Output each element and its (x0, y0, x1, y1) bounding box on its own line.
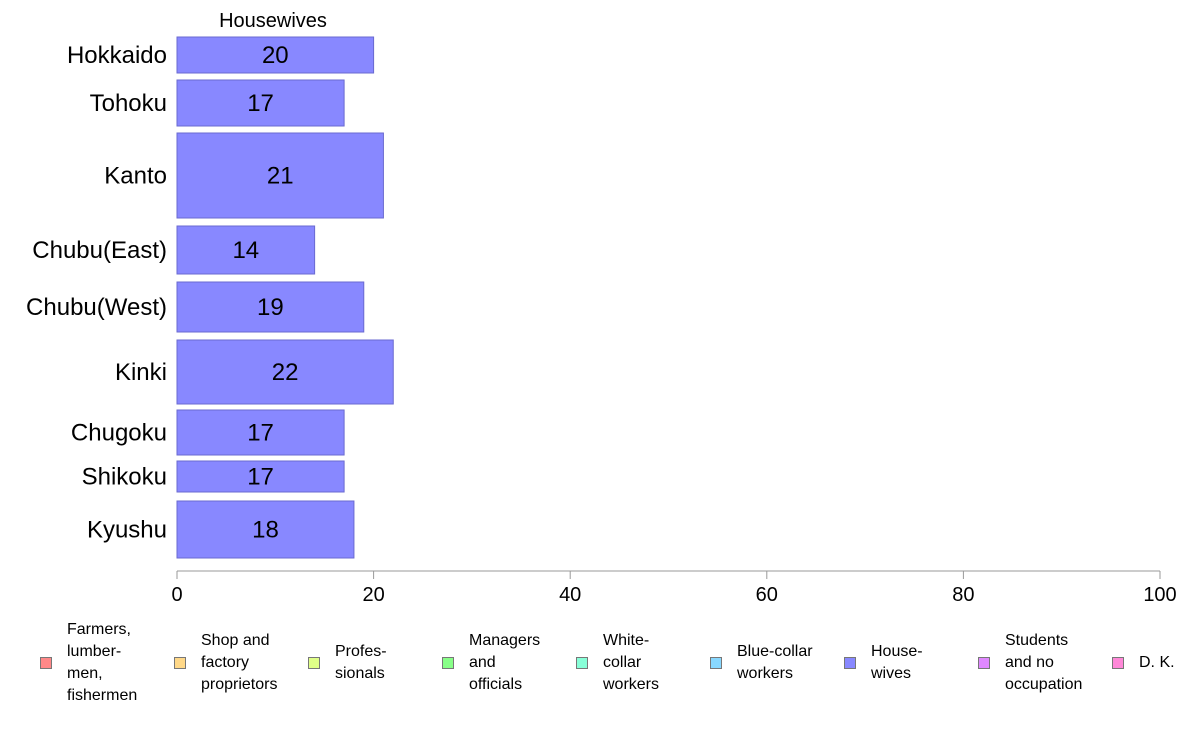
bar-kanto (176, 132, 384, 219)
value-label: 22 (272, 359, 299, 386)
legend-label: Shop and factory proprietors (201, 632, 278, 693)
category-label: Hokkaido (67, 42, 167, 69)
bar-hokkaido (176, 36, 375, 74)
legend-swatch (978, 657, 990, 669)
x-tick-label: 0 (171, 584, 182, 606)
legend-label: House- wives (871, 643, 923, 682)
bars-group: Hokkaido 20 Tohoku 17 Kanto 21 Chubu(East) 14 Ch… (26, 36, 394, 559)
legend-label: Managers and officials (469, 632, 541, 693)
legend-label: Blue-collar workers (737, 643, 813, 682)
category-label: Chubu(East) (32, 237, 167, 264)
legend-swatch (710, 657, 722, 669)
value-label: 19 (257, 294, 284, 321)
x-axis: 0 20 40 60 80 100 (171, 570, 1177, 606)
legend-item: Farmers, lumber- men, fishermen (40, 618, 137, 708)
value-label: 20 (262, 42, 289, 69)
chart-title: Housewives (219, 10, 327, 32)
legend-item: Managers and officials (442, 618, 540, 708)
legend: Farmers, lumber- men, fishermen Shop and … (0, 618, 1188, 728)
category-label: Shikoku (82, 464, 167, 491)
category-label: Chubu(West) (26, 294, 167, 321)
category-label: Chugoku (71, 420, 167, 447)
bar-tohoku (176, 79, 345, 127)
bar-chugoku (176, 409, 345, 456)
x-tick-label: 100 (1143, 584, 1176, 606)
x-tick-label: 40 (559, 584, 581, 606)
x-tick-label: 60 (756, 584, 778, 606)
value-label: 18 (252, 517, 279, 544)
legend-swatch (1112, 657, 1124, 669)
legend-label: Students and no occupation (1005, 632, 1083, 693)
category-label: Kinki (115, 359, 167, 386)
value-label: 21 (267, 163, 294, 190)
category-label: Kanto (104, 163, 167, 190)
bar-kinki (176, 339, 394, 405)
legend-swatch (442, 657, 454, 669)
legend-swatch (308, 657, 320, 669)
legend-item: White- collar workers (576, 618, 659, 708)
bar-shikoku (176, 460, 345, 493)
legend-swatch (844, 657, 856, 669)
bar-chart: Housewives Hokkaido 20 Tohoku 17 Kanto 21 Chub… (26, 10, 1177, 606)
legend-label: Farmers, lumber- men, fishermen (67, 621, 138, 704)
legend-swatch (174, 657, 186, 669)
legend-swatch (40, 657, 52, 669)
legend-item: House- wives (844, 618, 923, 708)
category-label: Kyushu (87, 517, 167, 544)
bar-chubu-west- (176, 281, 365, 333)
x-tick-label: 80 (952, 584, 974, 606)
value-label: 17 (247, 90, 274, 117)
category-label: Tohoku (90, 90, 167, 117)
legend-swatch (576, 657, 588, 669)
legend-item: D. K. (1112, 618, 1175, 708)
legend-label: D. K. (1139, 654, 1175, 671)
value-label: 14 (232, 237, 259, 264)
legend-label: Profes- sionals (335, 643, 387, 682)
legend-item: Shop and factory proprietors (174, 618, 277, 708)
value-label: 17 (247, 420, 274, 447)
value-label: 17 (247, 464, 274, 491)
bar-kyushu (176, 500, 355, 559)
legend-item: Blue-collar workers (710, 618, 813, 708)
legend-item: Profes- sionals (308, 618, 387, 708)
bar-chubu-east- (176, 225, 316, 275)
legend-item: Students and no occupation (978, 618, 1082, 708)
legend-label: White- collar workers (603, 632, 660, 693)
x-tick-label: 20 (362, 584, 384, 606)
